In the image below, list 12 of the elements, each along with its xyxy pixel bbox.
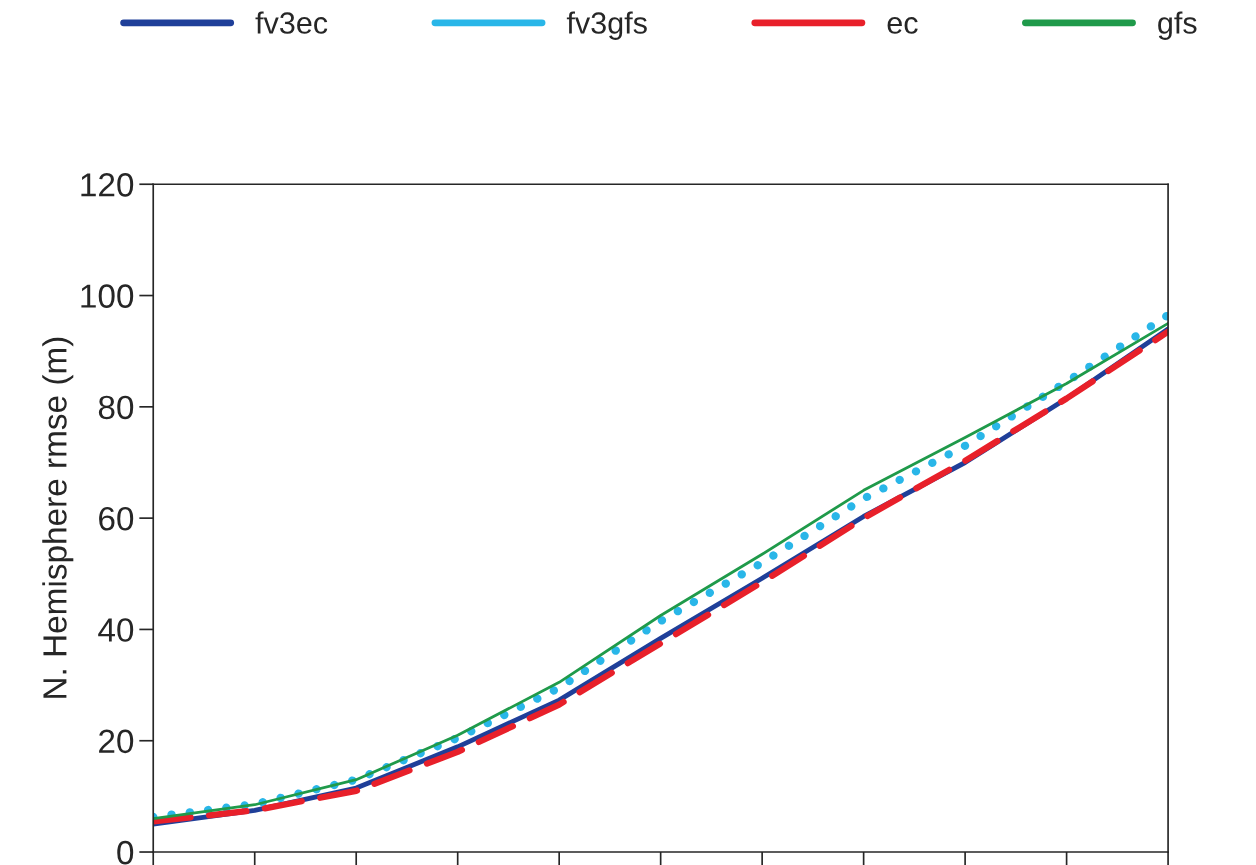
legend-label: gfs bbox=[1158, 11, 1197, 40]
y-tick-label: 20 bbox=[99, 729, 134, 754]
legend-label: fv3ec bbox=[255, 11, 328, 34]
y-tick-label: 100 bbox=[81, 284, 134, 308]
legend-label: fv3gfs bbox=[566, 11, 647, 40]
y-tick-label: 80 bbox=[98, 395, 134, 420]
y-tick-label: 40 bbox=[98, 618, 134, 642]
y-tick-label: 0 bbox=[117, 840, 134, 865]
y-tick-label: 60 bbox=[99, 506, 134, 531]
y-tick-label: 120 bbox=[81, 173, 134, 197]
y-axis-title: N. Hemisphere rmse (m) bbox=[42, 337, 74, 698]
legend-label: ec bbox=[887, 17, 918, 34]
